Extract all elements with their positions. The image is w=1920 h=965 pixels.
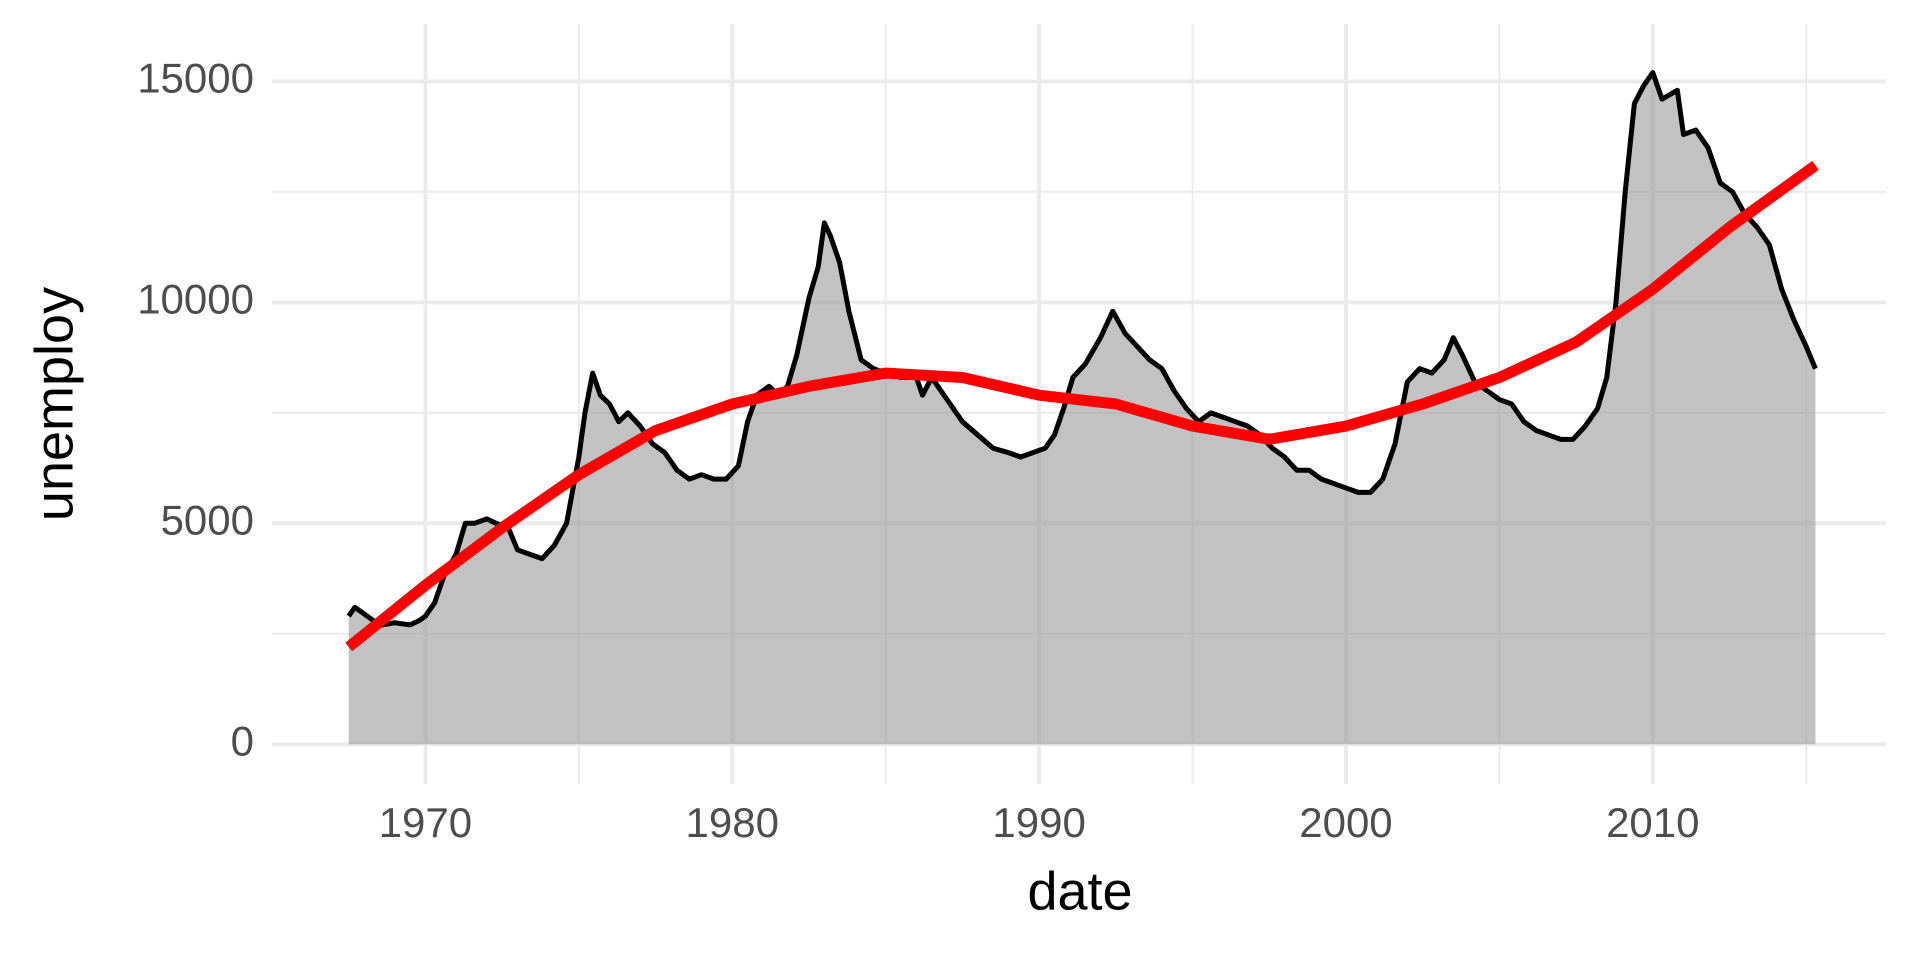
x-tick-label: 1990 bbox=[992, 799, 1085, 846]
x-tick-label: 1970 bbox=[379, 799, 472, 846]
y-tick-label: 0 bbox=[231, 717, 254, 764]
y-tick-label: 5000 bbox=[161, 496, 254, 543]
x-tick-label: 2000 bbox=[1299, 799, 1392, 846]
x-axis-title: date bbox=[1027, 861, 1132, 921]
y-tick-label: 15000 bbox=[137, 55, 254, 102]
y-tick-label: 10000 bbox=[137, 275, 254, 322]
x-tick-label: 1980 bbox=[686, 799, 779, 846]
x-tick-label: 2010 bbox=[1606, 799, 1699, 846]
y-axis-title: unemploy bbox=[24, 287, 84, 521]
smooth-line bbox=[345, 160, 1819, 652]
area bbox=[348, 72, 1816, 745]
